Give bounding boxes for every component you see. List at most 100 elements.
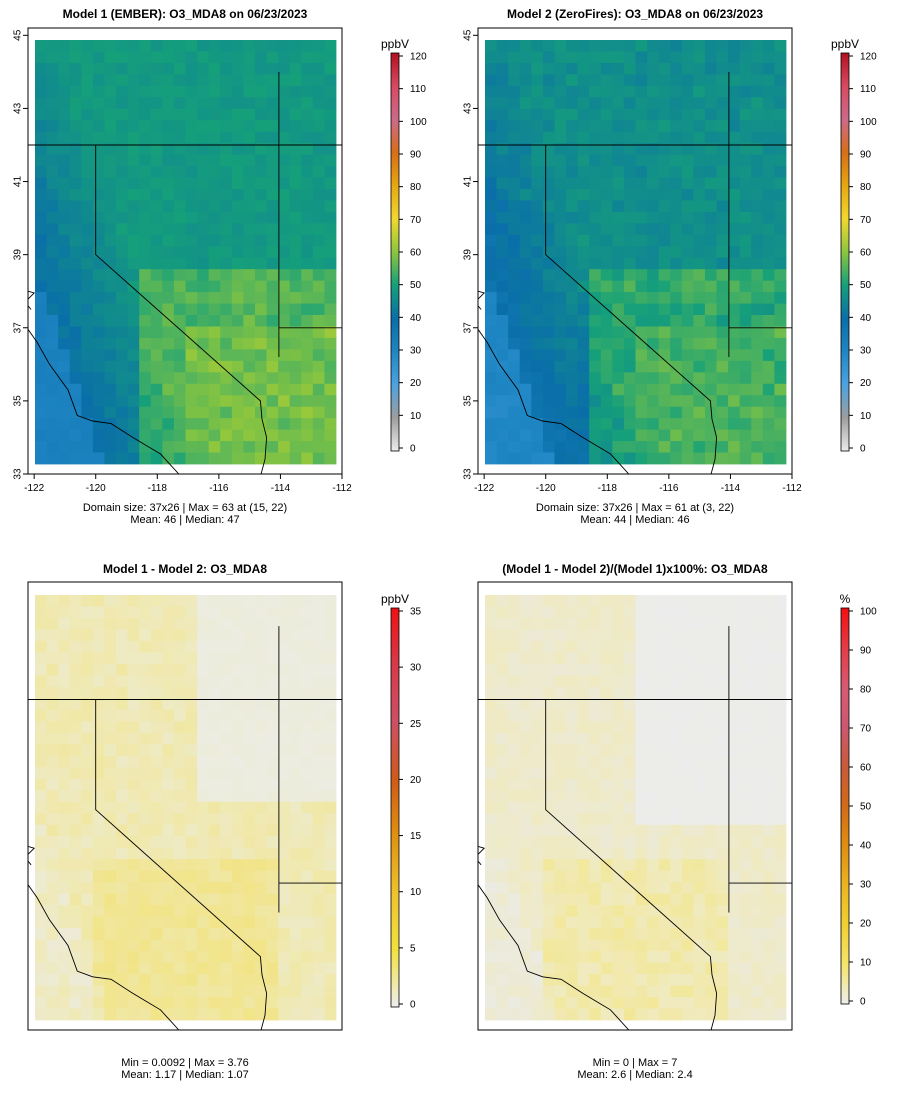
heatmap-cell [46,200,59,213]
heatmap-cell [173,211,186,224]
heatmap-cell [150,905,163,918]
stats-line-1: Min = 0.0092 | Max = 3.76 [121,1057,249,1069]
heatmap-cell [162,801,175,814]
heatmap-cell [774,360,787,373]
heatmap-cell [577,120,590,133]
heatmap-cell [728,767,741,780]
heatmap-cell [208,85,221,98]
heatmap-cell [589,905,602,918]
heatmap-cell [58,721,71,734]
heatmap-cell [681,985,694,998]
heatmap-cell [623,280,636,293]
heatmap-cell [104,767,117,780]
heatmap-cell [728,893,741,906]
heatmap-cell [647,755,660,768]
heatmap-cell [728,675,741,688]
y-tick-label: 43 [463,102,474,114]
heatmap-cell [81,790,94,803]
heatmap-cell [150,617,163,630]
heatmap-cell [92,640,105,653]
heatmap-cell [554,429,567,442]
heatmap-cell [127,269,140,282]
heatmap-cell [243,269,256,282]
heatmap-cell [162,383,175,396]
heatmap-cell [231,62,244,75]
heatmap-cell [612,801,625,814]
heatmap-cell [278,939,291,952]
heatmap-cell [647,663,660,676]
heatmap-cell [208,709,221,722]
heatmap-cell [635,85,648,98]
heatmap-cell [658,154,671,167]
heatmap-cell [220,606,233,619]
heatmap-cell [278,120,291,133]
heatmap-cell [658,916,671,929]
heatmap-cell [751,836,764,849]
heatmap-cell [762,755,775,768]
heatmap-cell [739,721,752,734]
heatmap-cell [496,303,509,316]
heatmap-cell [104,315,117,327]
heatmap-cell [81,813,94,826]
heatmap-cell [46,51,59,64]
heatmap-cell [485,143,497,155]
heatmap-cell [127,108,140,121]
heatmap-cell [185,326,198,339]
x-tick-label: -112 [782,483,802,494]
heatmap-cell [635,418,648,431]
heatmap-cell [127,859,140,872]
heatmap-cell [485,154,497,167]
heatmap-cell [739,709,752,722]
heatmap-cell [670,154,683,167]
heatmap-cell [704,395,717,408]
heatmap-cell [46,997,59,1009]
heatmap-cell [762,928,775,940]
heatmap-cell [600,120,613,133]
heatmap-cell [531,675,544,688]
heatmap-cell [728,452,741,465]
heatmap-cell [496,131,509,144]
heatmap-cell [139,824,152,837]
heatmap-cell [289,154,302,167]
heatmap-cell [254,755,267,768]
heatmap-cell [693,905,706,918]
heatmap-cell [127,767,140,780]
heatmap-cell [774,143,787,155]
heatmap-cell [254,280,267,293]
heatmap-cell [208,640,221,653]
heatmap-cell [301,732,314,745]
heatmap-cell [220,709,233,722]
heatmap-cell [35,916,47,929]
heatmap-cell [81,939,94,952]
heatmap-cell [589,211,602,224]
heatmap-cell [162,698,175,711]
heatmap-cell [139,663,152,676]
heatmap-cell [324,709,337,722]
heatmap-cell [46,698,59,711]
heatmap-cell [612,257,625,270]
heatmap-cell [496,62,509,75]
heatmap-cell [324,595,337,607]
heatmap-cell [751,629,764,642]
heatmap-cell [243,778,256,791]
heatmap-cell [266,790,279,803]
heatmap-cell [150,383,163,396]
heatmap-cell [554,997,567,1009]
heatmap-cell [139,951,152,963]
heatmap-cell [35,824,47,837]
heatmap-cell [278,916,291,929]
heatmap-cell [693,349,706,362]
heatmap-cell [670,916,683,929]
heatmap-cell [104,824,117,837]
heatmap-cell [278,303,291,316]
heatmap-cell [716,429,729,442]
heatmap-cell [92,997,105,1009]
heatmap-cell [542,859,555,872]
heatmap-cell [35,166,47,178]
heatmap-cell [278,1008,291,1021]
heatmap-cell [658,441,671,453]
heatmap-cell [716,721,729,734]
heatmap-cell [623,893,636,906]
heatmap-cell [693,383,706,396]
heatmap-cell [693,246,706,259]
